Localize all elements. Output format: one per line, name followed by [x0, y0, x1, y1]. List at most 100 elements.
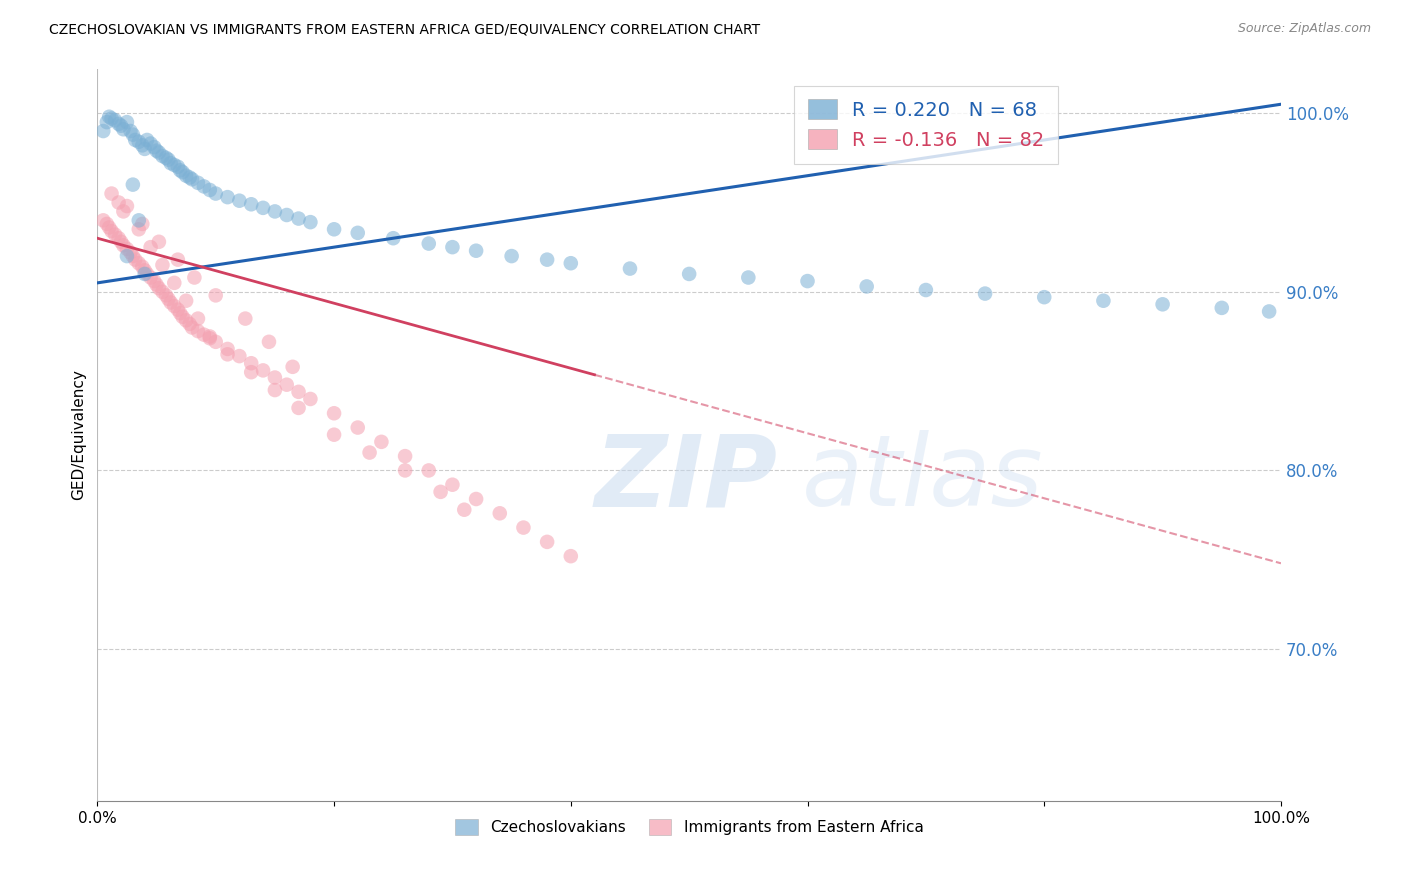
Point — [501, 249, 523, 263]
Point — [112, 122, 135, 136]
Point — [157, 292, 180, 306]
Point — [1033, 290, 1056, 304]
Point — [145, 144, 167, 158]
Point — [560, 256, 582, 270]
Point — [264, 204, 287, 219]
Point — [121, 178, 143, 192]
Point — [174, 293, 197, 308]
Point — [107, 117, 129, 131]
Point — [187, 311, 209, 326]
Point — [394, 449, 416, 463]
Point — [228, 349, 250, 363]
Point — [187, 324, 209, 338]
Point — [172, 310, 194, 324]
Point — [98, 110, 121, 124]
Point — [148, 235, 170, 249]
Point — [134, 142, 156, 156]
Point — [166, 160, 188, 174]
Point — [855, 279, 877, 293]
Point — [107, 231, 129, 245]
Point — [152, 149, 174, 163]
Text: CZECHOSLOVAKIAN VS IMMIGRANTS FROM EASTERN AFRICA GED/EQUIVALENCY CORRELATION CH: CZECHOSLOVAKIAN VS IMMIGRANTS FROM EASTE… — [49, 22, 761, 37]
Point — [96, 217, 118, 231]
Point — [257, 334, 280, 349]
Point — [163, 276, 186, 290]
Point — [453, 502, 475, 516]
Point — [100, 186, 122, 201]
Point — [299, 215, 322, 229]
Point — [193, 179, 215, 194]
Point — [121, 249, 143, 263]
Point — [193, 327, 215, 342]
Point — [143, 140, 166, 154]
Point — [131, 138, 153, 153]
Point — [619, 261, 641, 276]
Point — [115, 249, 138, 263]
Point — [134, 263, 156, 277]
Point — [974, 286, 997, 301]
Point — [359, 445, 381, 459]
Point — [124, 133, 146, 147]
Point — [104, 227, 127, 242]
Point — [252, 363, 274, 377]
Point — [155, 288, 177, 302]
Point — [136, 267, 159, 281]
Point — [394, 463, 416, 477]
Point — [179, 170, 201, 185]
Point — [465, 491, 488, 506]
Point — [678, 267, 700, 281]
Point — [115, 199, 138, 213]
Point — [166, 252, 188, 267]
Point — [233, 311, 256, 326]
Point — [174, 313, 197, 327]
Point — [323, 427, 346, 442]
Point — [217, 190, 239, 204]
Point — [187, 176, 209, 190]
Point — [145, 277, 167, 292]
Point — [183, 270, 205, 285]
Point — [536, 252, 558, 267]
Point — [110, 119, 132, 133]
Point — [128, 222, 150, 236]
Point — [148, 145, 170, 160]
Point — [346, 226, 368, 240]
Point — [148, 281, 170, 295]
Point — [299, 392, 322, 406]
Point — [115, 242, 138, 256]
Point — [91, 213, 114, 227]
Point — [159, 156, 181, 170]
Text: Source: ZipAtlas.com: Source: ZipAtlas.com — [1237, 22, 1371, 36]
Point — [152, 285, 174, 299]
Point — [112, 204, 135, 219]
Point — [217, 342, 239, 356]
Point — [121, 128, 143, 142]
Point — [155, 151, 177, 165]
Point — [252, 201, 274, 215]
Point — [796, 274, 818, 288]
Point — [228, 194, 250, 208]
Point — [1152, 297, 1174, 311]
Point — [98, 220, 121, 235]
Point — [276, 377, 298, 392]
Point — [536, 534, 558, 549]
Point — [465, 244, 488, 258]
Point — [96, 115, 118, 129]
Point — [915, 283, 938, 297]
Point — [323, 406, 346, 420]
Point — [1258, 304, 1281, 318]
Point — [139, 270, 162, 285]
Point — [131, 260, 153, 274]
Point — [166, 302, 188, 317]
Point — [174, 169, 197, 183]
Point — [204, 186, 226, 201]
Point — [159, 295, 181, 310]
Y-axis label: GED/Equivalency: GED/Equivalency — [72, 369, 86, 500]
Point — [287, 211, 309, 226]
Point — [370, 434, 392, 449]
Point — [198, 329, 221, 343]
Text: ZIP: ZIP — [595, 430, 778, 527]
Point — [131, 217, 153, 231]
Point — [143, 274, 166, 288]
Point — [100, 224, 122, 238]
Point — [737, 270, 759, 285]
